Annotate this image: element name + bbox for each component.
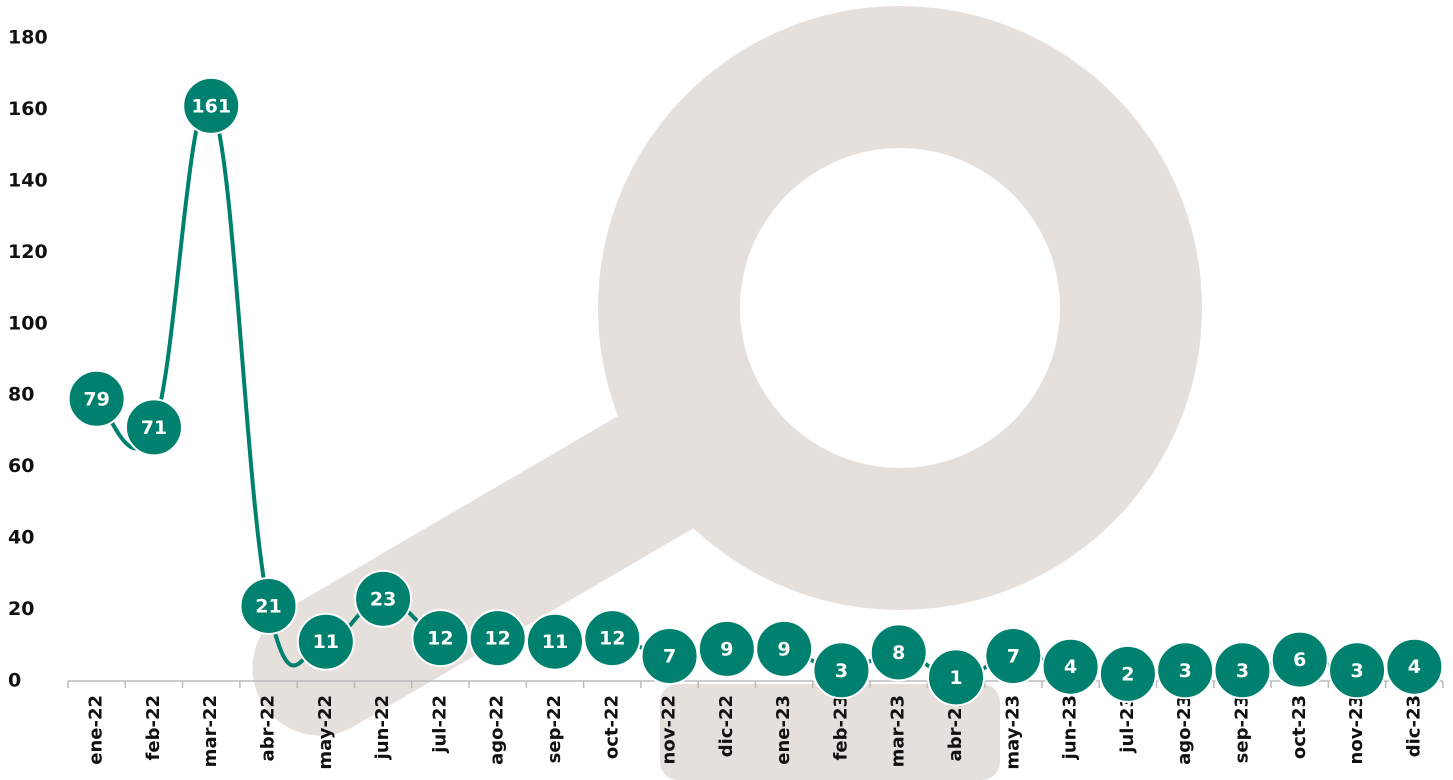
magnifier-ring: [598, 6, 1202, 610]
data-point: [1328, 641, 1387, 700]
data-label: 9: [778, 638, 791, 660]
data-label: 2: [1121, 663, 1134, 685]
y-tick-label: 40: [8, 527, 34, 549]
x-tick-label: jun-22: [372, 695, 393, 760]
data-point: [411, 609, 470, 668]
x-tick-label: jun-23: [1060, 695, 1081, 760]
data-label: 9: [720, 638, 733, 660]
x-tick-label: dic-23: [1403, 695, 1424, 757]
y-tick-label: 180: [8, 27, 48, 49]
data-point: [525, 612, 584, 671]
data-label: 11: [313, 631, 339, 653]
data-point: [468, 609, 527, 668]
data-point: [182, 76, 241, 135]
data-point: [1270, 630, 1329, 689]
x-tick-label: feb-22: [143, 695, 164, 760]
x-tick-label: ago-23: [1174, 695, 1195, 765]
y-tick-label: 140: [8, 169, 48, 191]
y-tick-label: 100: [8, 312, 48, 334]
x-tick-label: nov-23: [1346, 695, 1367, 764]
y-tick-label: 0: [8, 670, 21, 692]
data-label: 12: [427, 628, 453, 650]
data-point: [640, 626, 699, 685]
data-label: 21: [255, 595, 281, 617]
y-tick-label: 20: [8, 598, 34, 620]
x-tick-label: sep-22: [544, 695, 565, 763]
data-label: 23: [370, 588, 396, 610]
data-point: [67, 369, 126, 428]
data-point: [812, 641, 871, 700]
x-tick-label: feb-23: [830, 695, 851, 760]
data-point: [697, 619, 756, 678]
magnifier-base: [660, 684, 1000, 780]
data-label: 8: [892, 642, 905, 664]
data-label: 12: [484, 628, 510, 650]
data-point: [755, 619, 814, 678]
y-tick-label: 80: [8, 384, 34, 406]
data-label: 7: [663, 645, 676, 667]
y-tick-label: 60: [8, 455, 34, 477]
data-label: 1: [949, 667, 962, 689]
data-point: [1098, 644, 1157, 703]
data-point: [1213, 641, 1272, 700]
x-tick-label: nov-22: [659, 695, 680, 764]
data-point: [927, 648, 986, 707]
data-point: [1041, 637, 1100, 696]
data-point: [1156, 641, 1215, 700]
data-label: 4: [1408, 656, 1421, 678]
data-label: 3: [1236, 660, 1249, 682]
x-tick-label: jul-22: [429, 695, 450, 754]
data-point: [1385, 637, 1444, 696]
data-point: [583, 609, 642, 668]
x-tick-label: sep-23: [1231, 695, 1252, 763]
data-label: 12: [599, 628, 625, 650]
data-label: 11: [542, 631, 568, 653]
magnifier-handle: [252, 390, 748, 736]
data-label: 3: [1179, 660, 1192, 682]
x-tick-label: ene-22: [86, 695, 107, 765]
data-point: [296, 612, 355, 671]
x-tick-label: mar-22: [200, 695, 221, 767]
data-point: [869, 623, 928, 682]
x-tick-label: ago-22: [487, 695, 508, 765]
data-label: 3: [835, 660, 848, 682]
data-label: 161: [191, 95, 231, 117]
x-tick-label: abr-22: [258, 695, 279, 761]
x-tick-label: abr-23: [945, 695, 966, 761]
x-tick-label: may-23: [1002, 695, 1023, 770]
data-label: 79: [83, 388, 109, 410]
data-label: 3: [1350, 660, 1363, 682]
x-tick-label: oct-22: [601, 695, 622, 759]
x-tick-label: may-22: [315, 695, 336, 770]
data-point: [354, 569, 413, 628]
x-tick-label: oct-23: [1289, 695, 1310, 759]
data-label: 7: [1007, 645, 1020, 667]
data-point: [124, 398, 183, 457]
data-point: [984, 626, 1043, 685]
data-label: 6: [1293, 649, 1306, 671]
x-tick-label: mar-23: [888, 695, 909, 767]
background-magnifier: [252, 6, 1202, 780]
data-label: 4: [1064, 656, 1077, 678]
data-label: 71: [141, 417, 167, 439]
y-tick-label: 160: [8, 98, 48, 120]
data-point: [239, 576, 298, 635]
x-tick-label: dic-22: [716, 695, 737, 757]
y-tick-label: 120: [8, 241, 48, 263]
x-tick-label: ene-23: [773, 695, 794, 765]
x-tick-label: jul-23: [1117, 695, 1138, 754]
